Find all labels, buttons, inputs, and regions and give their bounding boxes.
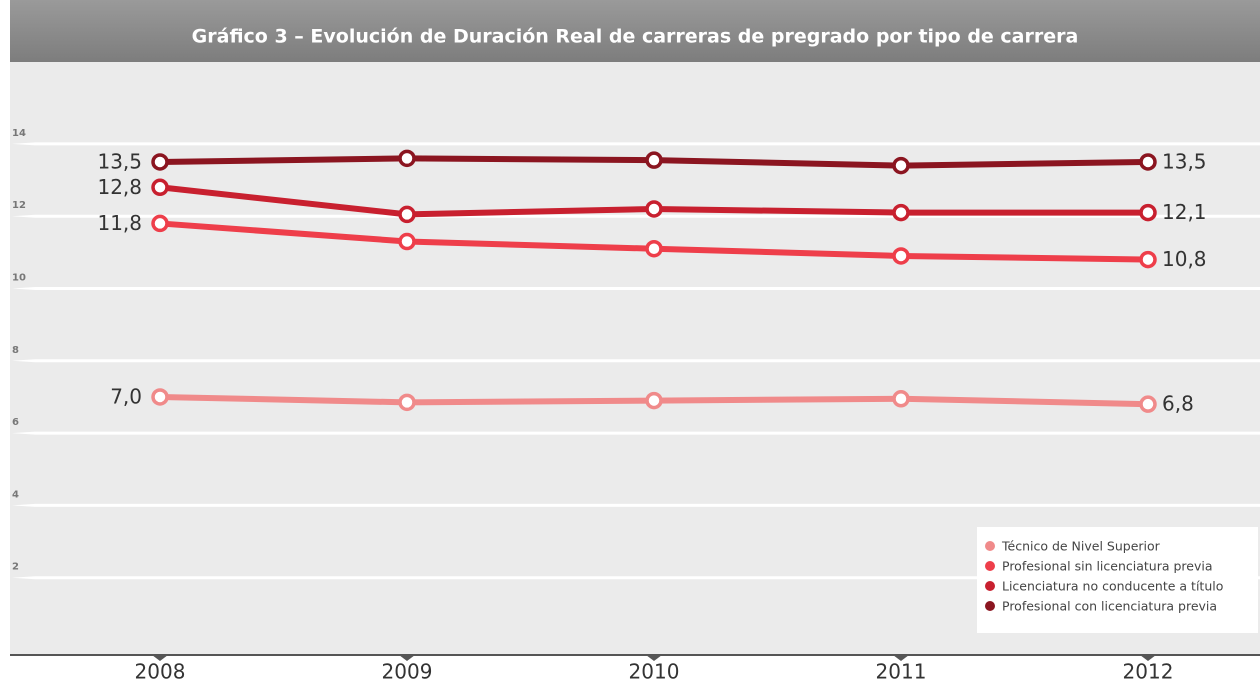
data-label: 11,8: [97, 211, 142, 235]
x-tick: [893, 655, 909, 661]
x-tick-label: 2009: [382, 660, 433, 684]
x-tick-label: 2010: [629, 660, 680, 684]
chart-title: Gráfico 3 – Evolución de Duración Real d…: [192, 26, 1079, 48]
x-tick: [399, 655, 415, 661]
y-tick-label: 12: [12, 200, 26, 211]
point-marker: [892, 156, 910, 175]
x-tick: [1140, 655, 1156, 661]
point-marker: [398, 205, 416, 224]
legend-label: Profesional con licenciatura previa: [1002, 599, 1217, 614]
data-label: 6,8: [1162, 392, 1194, 416]
x-tick-label: 2008: [135, 660, 186, 684]
legend-swatch: [985, 581, 995, 591]
y-tick-label: 14: [12, 128, 26, 139]
legend-swatch: [985, 541, 995, 551]
point-marker: [151, 388, 169, 406]
grid-line: [12, 359, 1260, 363]
point-marker: [645, 391, 663, 410]
y-tick-label: 4: [12, 489, 19, 500]
point-marker: [892, 390, 910, 408]
y-tick-label: 10: [12, 273, 26, 284]
grid-line: [12, 287, 1260, 290]
point-marker: [1139, 395, 1157, 413]
title-bar: [10, 0, 1260, 62]
x-tick-label: 2011: [876, 660, 927, 684]
x-tick: [646, 655, 662, 661]
grid-line: [12, 503, 1260, 507]
x-tick: [152, 655, 168, 661]
data-label: 10,8: [1162, 247, 1207, 271]
point-marker: [151, 153, 169, 171]
y-tick-label: 6: [12, 417, 19, 428]
point-marker: [892, 203, 910, 222]
legend-swatch: [985, 561, 995, 571]
data-label: 7,0: [110, 384, 142, 408]
grid-line: [12, 431, 1260, 435]
point-marker: [398, 149, 416, 168]
point-marker: [892, 247, 910, 265]
point-marker: [645, 151, 663, 169]
point-marker: [398, 232, 416, 251]
point-marker: [1139, 203, 1157, 222]
grid-line: [12, 142, 1260, 146]
y-tick-label: 2: [12, 562, 19, 573]
data-label: 12,8: [97, 175, 142, 199]
point-marker: [645, 200, 663, 218]
legend-label: Profesional sin licenciatura previa: [1002, 559, 1213, 574]
legend-swatch: [985, 601, 995, 611]
data-label: 13,5: [97, 149, 142, 173]
y-tick-label: 8: [12, 345, 19, 356]
x-tick-label: 2012: [1123, 660, 1174, 684]
point-marker: [151, 214, 169, 233]
point-marker: [398, 393, 416, 412]
point-marker: [645, 239, 663, 258]
legend-label: Licenciatura no conducente a título: [1002, 579, 1223, 594]
point-marker: [1139, 250, 1157, 269]
legend-box: [977, 527, 1258, 633]
data-label: 13,5: [1162, 149, 1207, 173]
legend-label: Técnico de Nivel Superior: [1001, 539, 1161, 554]
data-label: 12,1: [1162, 200, 1207, 224]
point-marker: [151, 178, 169, 197]
grid-line: [12, 576, 1260, 580]
point-marker: [1139, 153, 1157, 171]
